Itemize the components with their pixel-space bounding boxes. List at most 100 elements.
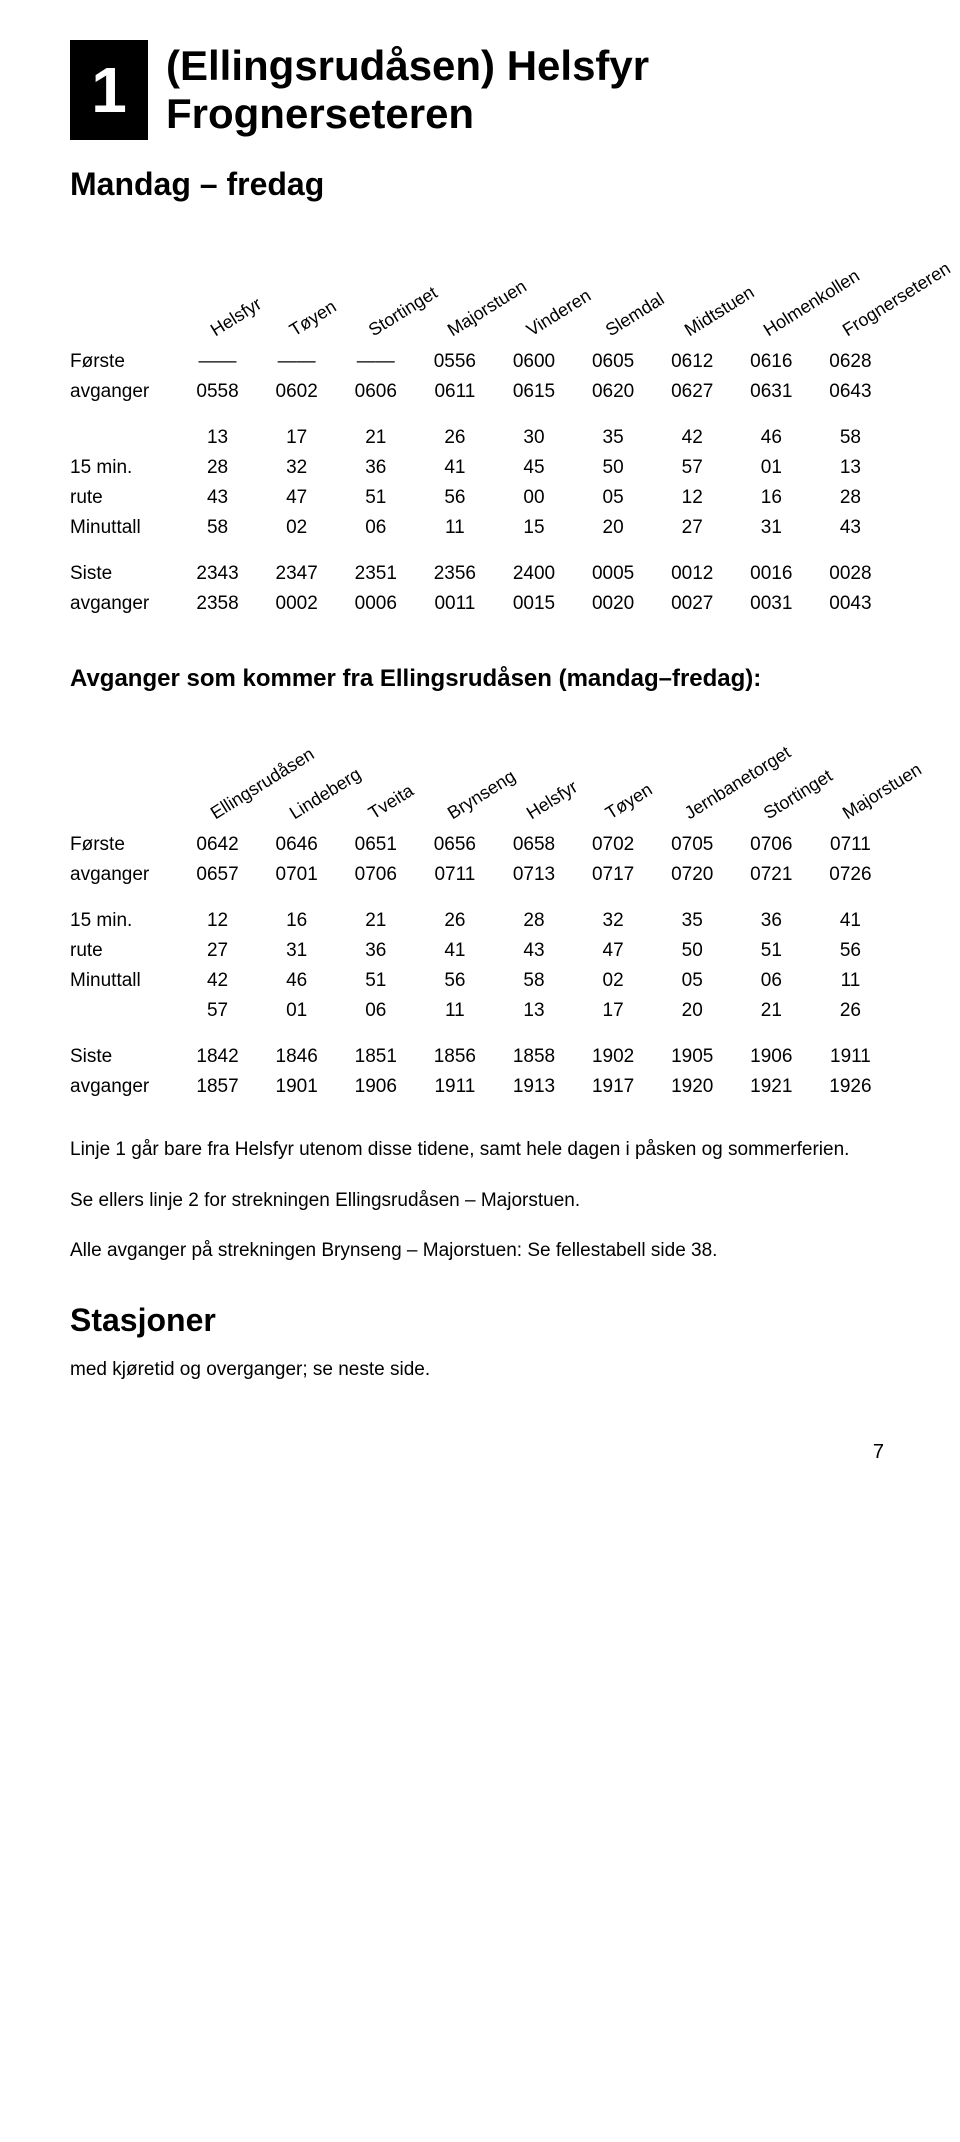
time-cell: 2356 [415,563,494,585]
stop-header-cell: Holmenkollen [732,239,811,347]
note-text: Alle avganger på strekningen Brynseng – … [70,1237,890,1266]
data-block: Første——————055606000605061206160628avga… [70,347,890,407]
time-cell: 0656 [415,834,494,856]
time-cell: 20 [574,517,653,539]
row-label: 15 min. [70,457,178,479]
time-cell: 0611 [415,381,494,403]
time-cell: 11 [415,517,494,539]
time-cell: 1842 [178,1046,257,1068]
time-cell: 0705 [653,834,732,856]
time-cell: 42 [178,970,257,992]
time-cell: 06 [336,1000,415,1022]
time-cell: 32 [574,910,653,932]
table-row: Første0642064606510656065807020705070607… [70,830,890,860]
table-row: avganger06570701070607110713071707200721… [70,860,890,890]
time-cell: 16 [257,910,336,932]
time-cell: 1926 [811,1076,890,1098]
row-label: Siste [70,563,178,585]
data-block: Første0642064606510656065807020705070607… [70,830,890,890]
time-cell: 51 [336,970,415,992]
time-cell: 1846 [257,1046,336,1068]
time-cell: 1921 [732,1076,811,1098]
note-text: Linje 1 går bare fra Helsfyr utenom diss… [70,1136,890,1165]
route-title: (Ellingsrudåsen) Helsfyr Frognerseteren [166,40,649,139]
row-label: Første [70,351,178,373]
table-row: avganger18571901190619111913191719201921… [70,1072,890,1102]
stop-header-cell: Midtstuen [653,239,732,347]
table-row: rute273136414347505156 [70,936,890,966]
time-cell: 35 [653,910,732,932]
time-cell: 17 [257,427,336,449]
time-cell: 0006 [336,593,415,615]
page-number: 7 [70,1441,890,1464]
time-cell: 32 [257,457,336,479]
time-cell: 17 [574,1000,653,1022]
time-cell: 13 [178,427,257,449]
time-cell: 1913 [494,1076,573,1098]
row-label: avganger [70,593,178,615]
time-cell: 15 [494,517,573,539]
time-cell: 2351 [336,563,415,585]
time-cell: 58 [494,970,573,992]
stop-header-cell: Lindeberg [257,722,336,830]
route-title-line: Frognerseteren [166,90,649,138]
time-cell: 28 [494,910,573,932]
time-cell: 1851 [336,1046,415,1068]
table-row: avganger05580602060606110615062006270631… [70,377,890,407]
time-cell: 0711 [415,864,494,886]
time-cell: 2347 [257,563,336,585]
time-cell: 0605 [574,351,653,373]
stop-name: Tveita [365,780,418,824]
time-cell: 57 [653,457,732,479]
time-cell: 41 [811,910,890,932]
time-cell: 46 [257,970,336,992]
time-cell: 0020 [574,593,653,615]
time-cell: 43 [811,517,890,539]
time-cell: 0031 [732,593,811,615]
day-range-heading: Mandag – fredag [70,166,890,203]
stop-header-cell: Brynseng [415,722,494,830]
row-label: Siste [70,1046,178,1068]
data-block: 13172126303542465815 min.283236414550570… [70,423,890,543]
time-cell: 27 [653,517,732,539]
time-cell: 1911 [415,1076,494,1098]
time-cell: 27 [178,940,257,962]
table-row: avganger23580002000600110015002000270031… [70,589,890,619]
time-cell: 0627 [653,381,732,403]
time-cell: 0702 [574,834,653,856]
stasjoner-subtext: med kjøretid og overganger; se neste sid… [70,1359,890,1381]
time-cell: 0711 [811,834,890,856]
row-label: Minuttall [70,517,178,539]
row-label: avganger [70,864,178,886]
time-cell: 26 [811,1000,890,1022]
time-cell: 21 [732,1000,811,1022]
time-cell: 0651 [336,834,415,856]
time-cell: 02 [257,517,336,539]
table-row: Siste23432347235123562400000500120016002… [70,559,890,589]
time-cell: —— [257,351,336,373]
stop-header-cell: Tøyen [574,722,653,830]
time-cell: 1920 [653,1076,732,1098]
row-label: avganger [70,381,178,403]
stop-header-cell: Stortinget [732,722,811,830]
time-cell: 1901 [257,1076,336,1098]
notes-block: Linje 1 går bare fra Helsfyr utenom diss… [70,1136,890,1266]
stop-header-cell: Majorstuen [811,722,890,830]
time-cell: 0657 [178,864,257,886]
time-cell: 0612 [653,351,732,373]
table-row: rute434751560005121628 [70,483,890,513]
time-cell: 0620 [574,381,653,403]
time-cell: 50 [574,457,653,479]
time-cell: 0015 [494,593,573,615]
time-cell: 43 [178,487,257,509]
time-cell: 21 [336,910,415,932]
time-cell: 56 [811,940,890,962]
table-row: 15 min.283236414550570113 [70,453,890,483]
time-cell: 0043 [811,593,890,615]
time-cell: 31 [257,940,336,962]
time-cell: 0002 [257,593,336,615]
time-cell: 0600 [494,351,573,373]
time-cell: 0720 [653,864,732,886]
table-row: Minuttall580206111520273143 [70,513,890,543]
time-cell: 01 [732,457,811,479]
